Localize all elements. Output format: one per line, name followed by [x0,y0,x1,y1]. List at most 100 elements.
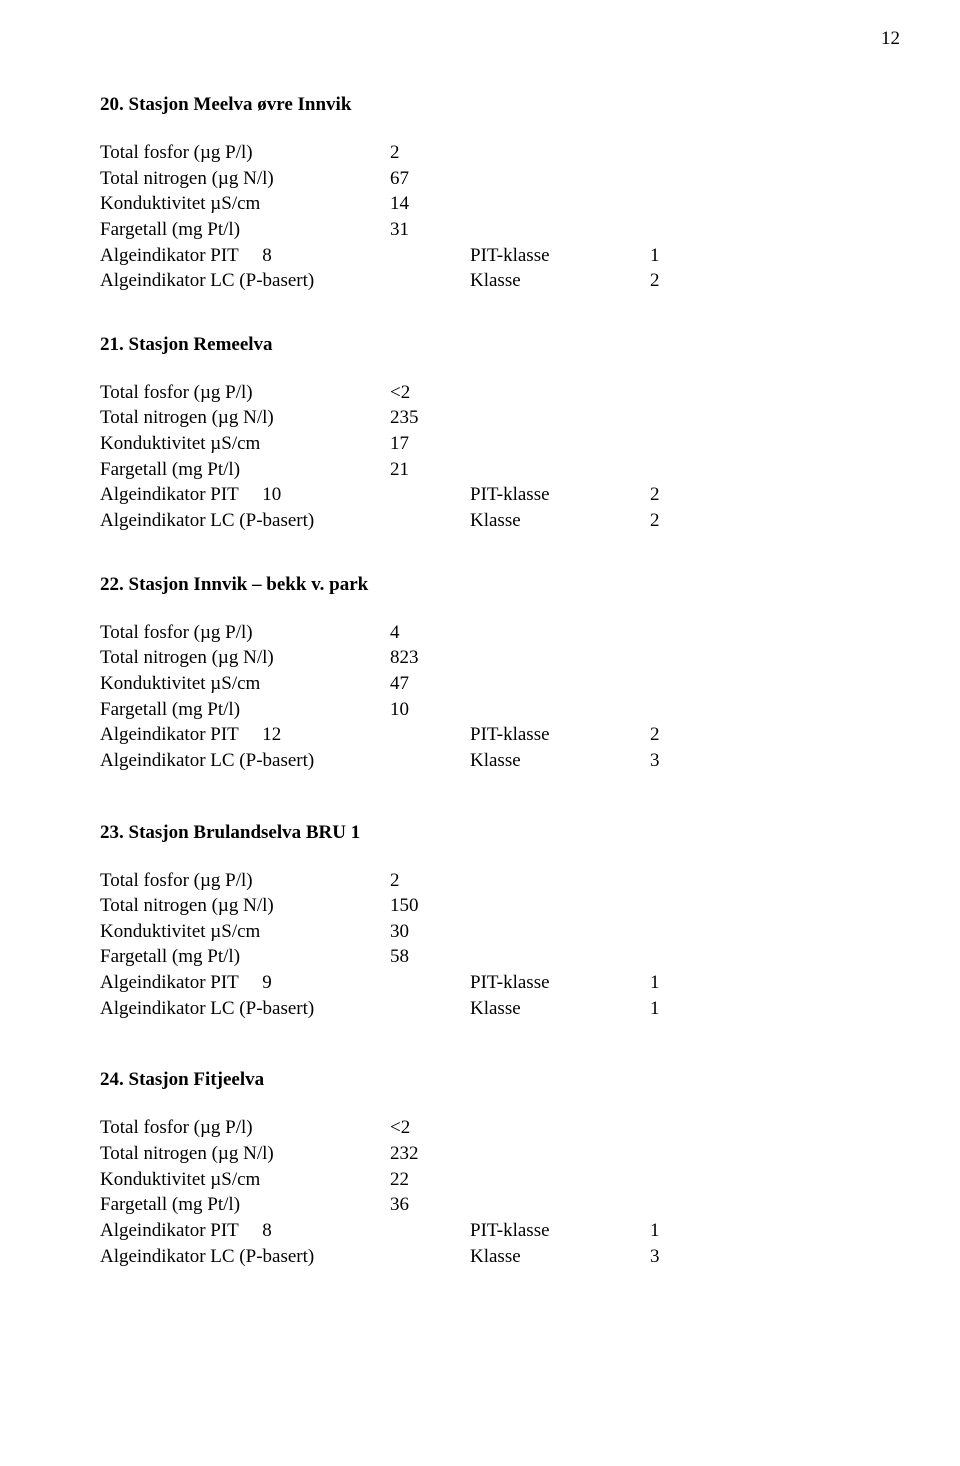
pit-klasse-label: PIT-klasse [470,722,650,748]
value-tp: 2 [390,868,470,894]
pit-klasse-label: PIT-klasse [470,482,650,508]
label-lc: Algeindikator LC (P-basert) [100,748,390,774]
label-color: Fargetall (mg Pt/l) [100,1192,390,1218]
label-tp: Total fosfor (µg P/l) [100,868,390,894]
section-title: 21. Stasjon Remeelva [100,334,860,356]
section-20: 20. Stasjon Meelva øvre Innvik Total fos… [100,94,860,294]
value-cond: 14 [390,191,470,217]
row-cond: Konduktivitet µS/cm 22 [100,1167,860,1193]
klasse-label: Klasse [470,268,650,294]
row-color: Fargetall (mg Pt/l) 31 [100,217,860,243]
value-color: 10 [390,697,470,723]
label-lc: Algeindikator LC (P-basert) [100,996,390,1022]
empty [390,1244,470,1270]
pit-klasse-label: PIT-klasse [470,243,650,269]
row-lc: Algeindikator LC (P-basert) Klasse 1 [100,996,860,1022]
empty [390,482,470,508]
section-title: 23. Stasjon Brulandselva BRU 1 [100,822,860,844]
klasse-label: Klasse [470,508,650,534]
value-tn: 150 [390,893,470,919]
empty [390,243,470,269]
pit-prefix: Algeindikator PIT [100,484,238,505]
row-tp: Total fosfor (µg P/l) <2 [100,380,860,406]
value-tn: 232 [390,1141,470,1167]
lc-klasse-value: 1 [650,996,690,1022]
row-color: Fargetall (mg Pt/l) 58 [100,944,860,970]
value-tp: 4 [390,620,470,646]
empty [390,722,470,748]
label-tn: Total nitrogen (µg N/l) [100,405,390,431]
pit-klasse-label: PIT-klasse [470,970,650,996]
pit-prefix: Algeindikator PIT [100,245,238,266]
label-tp: Total fosfor (µg P/l) [100,140,390,166]
section-23: 23. Stasjon Brulandselva BRU 1 Total fos… [100,822,860,1022]
value-tn: 67 [390,166,470,192]
pit-n [243,245,262,266]
value-color: 21 [390,457,470,483]
pit-klasse-value: 1 [650,243,690,269]
value-cond: 22 [390,1167,470,1193]
value-color: 58 [390,944,470,970]
label-cond: Konduktivitet µS/cm [100,191,390,217]
klasse-label: Klasse [470,748,650,774]
label-color: Fargetall (mg Pt/l) [100,944,390,970]
value-color: 31 [390,217,470,243]
empty [390,970,470,996]
value-tn: 235 [390,405,470,431]
page-number: 12 [881,28,900,50]
label-lc: Algeindikator LC (P-basert) [100,1244,390,1270]
label-tp: Total fosfor (µg P/l) [100,1115,390,1141]
row-lc: Algeindikator LC (P-basert) Klasse 2 [100,508,860,534]
label-lc: Algeindikator LC (P-basert) [100,508,390,534]
value-cond: 30 [390,919,470,945]
pit-klasse-label: PIT-klasse [470,1218,650,1244]
value-cond: 17 [390,431,470,457]
label-pit: Algeindikator PIT 10 [100,482,390,508]
pit-prefix: Algeindikator PIT [100,972,238,993]
label-cond: Konduktivitet µS/cm [100,1167,390,1193]
lc-klasse-value: 3 [650,748,690,774]
section-24: 24. Stasjon Fitjeelva Total fosfor (µg P… [100,1069,860,1269]
row-lc: Algeindikator LC (P-basert) Klasse 2 [100,268,860,294]
label-tp: Total fosfor (µg P/l) [100,620,390,646]
value-tn: 823 [390,645,470,671]
pit-n [243,724,262,745]
row-tp: Total fosfor (µg P/l) 2 [100,140,860,166]
page: 12 20. Stasjon Meelva øvre Innvik Total … [0,0,960,1466]
pit-prefix: Algeindikator PIT [100,1220,238,1241]
empty [390,748,470,774]
row-pit: Algeindikator PIT 12 PIT-klasse 2 [100,722,860,748]
row-pit: Algeindikator PIT 10 PIT-klasse 2 [100,482,860,508]
label-pit: Algeindikator PIT 9 [100,970,390,996]
row-pit: Algeindikator PIT 8 PIT-klasse 1 [100,243,860,269]
value-color: 36 [390,1192,470,1218]
row-tn: Total nitrogen (µg N/l) 823 [100,645,860,671]
pit-klasse-value: 2 [650,722,690,748]
row-tn: Total nitrogen (µg N/l) 150 [100,893,860,919]
value-tp: 2 [390,140,470,166]
section-22: 22. Stasjon Innvik – bekk v. park Total … [100,574,860,774]
label-cond: Konduktivitet µS/cm [100,671,390,697]
pit-klasse-value: 1 [650,970,690,996]
value-tp: <2 [390,1115,470,1141]
label-pit: Algeindikator PIT 8 [100,1218,390,1244]
label-tn: Total nitrogen (µg N/l) [100,166,390,192]
section-21: 21. Stasjon Remeelva Total fosfor (µg P/… [100,334,860,534]
pit-klasse-value: 2 [650,482,690,508]
label-color: Fargetall (mg Pt/l) [100,457,390,483]
label-pit: Algeindikator PIT 12 [100,722,390,748]
pit-n [243,972,262,993]
pit-prefix: Algeindikator PIT [100,724,238,745]
row-color: Fargetall (mg Pt/l) 36 [100,1192,860,1218]
pit-n-value: 9 [262,972,272,993]
label-tn: Total nitrogen (µg N/l) [100,893,390,919]
section-title: 22. Stasjon Innvik – bekk v. park [100,574,860,596]
row-lc: Algeindikator LC (P-basert) Klasse 3 [100,1244,860,1270]
label-tp: Total fosfor (µg P/l) [100,380,390,406]
pit-n-value: 8 [262,1220,272,1241]
row-pit: Algeindikator PIT 8 PIT-klasse 1 [100,1218,860,1244]
row-tn: Total nitrogen (µg N/l) 232 [100,1141,860,1167]
empty [390,268,470,294]
section-title: 24. Stasjon Fitjeelva [100,1069,860,1091]
label-tn: Total nitrogen (µg N/l) [100,1141,390,1167]
